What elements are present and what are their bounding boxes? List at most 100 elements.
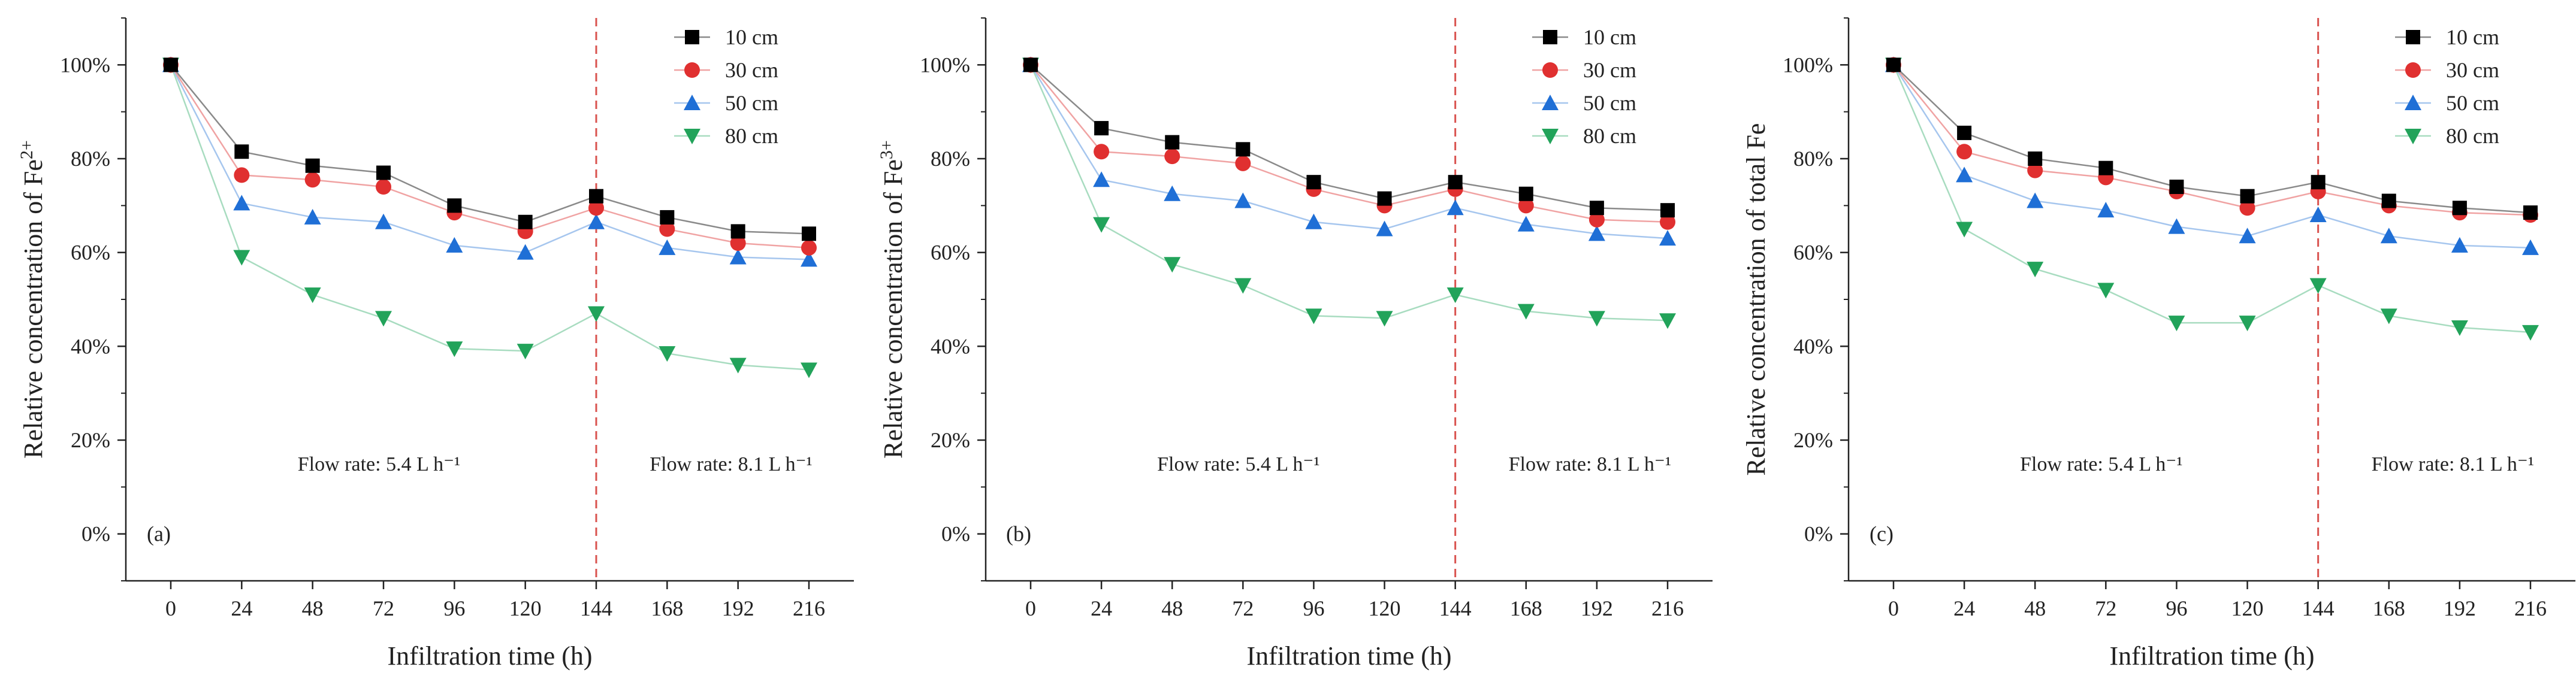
legend-label: 10 cm — [2446, 25, 2499, 49]
x-tick-label: 96 — [443, 596, 465, 620]
data-point-80-cm — [2380, 308, 2397, 325]
x-tick-label: 48 — [302, 596, 324, 620]
data-point-10-cm — [2028, 151, 2043, 166]
data-point-30-cm — [1164, 148, 1180, 165]
x-tick-label: 48 — [2024, 596, 2046, 620]
annotation-flow-rate-1: Flow rate: 5.4 L h⁻¹ — [298, 453, 460, 475]
legend-label: 30 cm — [725, 58, 778, 82]
y-tick-label: 100% — [1783, 53, 1833, 77]
data-point-80-cm — [659, 346, 676, 362]
data-point-50-cm — [1376, 220, 1393, 237]
annotation-flow-rate-1: Flow rate: 5.4 L h⁻¹ — [1157, 453, 1319, 475]
data-point-10-cm — [802, 226, 816, 241]
legend-marker — [2406, 30, 2420, 44]
x-tick-label: 96 — [1303, 596, 1324, 620]
data-point-10-cm — [1094, 121, 1109, 136]
data-point-50-cm — [2097, 202, 2115, 218]
legend-label: 10 cm — [725, 25, 778, 49]
data-point-80-cm — [2097, 283, 2115, 299]
series-line-50-cm — [1029, 64, 1668, 240]
data-point-10-cm — [2098, 160, 2113, 175]
x-tick-label: 72 — [2095, 596, 2116, 620]
x-tick-label: 48 — [1161, 596, 1183, 620]
x-tick-label: 0 — [165, 596, 176, 620]
data-point-80-cm — [517, 344, 534, 360]
x-tick-label: 72 — [373, 596, 394, 620]
legend-marker — [2405, 95, 2421, 110]
data-point-10-cm — [2311, 175, 2326, 190]
data-point-50-cm — [446, 237, 463, 253]
data-point-50-cm — [1659, 230, 1676, 246]
y-tick-label: 0% — [941, 522, 970, 546]
data-point-30-cm — [659, 221, 675, 237]
y-tick-label: 0% — [1804, 522, 1833, 546]
x-tick-label: 192 — [722, 596, 754, 620]
y-tick-label: 20% — [931, 428, 970, 452]
data-point-30-cm — [1518, 198, 1534, 214]
y-tick-label: 60% — [931, 241, 970, 265]
y-tick-label: 0% — [81, 522, 110, 546]
data-point-80-cm — [2309, 278, 2327, 294]
x-tick-label: 120 — [2231, 596, 2264, 620]
data-point-50-cm — [2451, 237, 2468, 253]
data-point-30-cm — [801, 240, 817, 256]
data-point-10-cm — [164, 57, 178, 72]
y-tick-label: 100% — [60, 53, 110, 77]
data-point-80-cm — [233, 250, 250, 266]
series-line-10-cm — [1893, 64, 2531, 214]
y-tick-label: 80% — [71, 147, 110, 171]
x-tick-label: 144 — [580, 596, 612, 620]
data-point-30-cm — [1094, 144, 1110, 160]
series-line-30-cm — [170, 64, 810, 249]
data-point-30-cm — [1589, 211, 1605, 228]
data-point-80-cm — [2168, 316, 2185, 332]
data-point-10-cm — [1306, 175, 1321, 190]
x-axis-title: Infiltration time (h) — [1246, 641, 1451, 671]
x-tick-label: 216 — [2514, 596, 2547, 620]
data-point-10-cm — [589, 189, 603, 204]
y-tick-label: 80% — [1793, 147, 1833, 171]
data-point-50-cm — [1164, 185, 1181, 201]
data-point-10-cm — [1957, 125, 1972, 140]
data-point-50-cm — [1305, 213, 1322, 229]
legend-marker — [1542, 95, 1559, 110]
y-tick-label: 100% — [920, 53, 970, 77]
data-point-50-cm — [659, 239, 676, 255]
x-tick-label: 168 — [2373, 596, 2405, 620]
data-point-80-cm — [801, 362, 817, 378]
data-point-10-cm — [1236, 142, 1251, 157]
data-point-10-cm — [2523, 205, 2538, 220]
x-tick-label: 24 — [231, 596, 252, 620]
series-line-50-cm — [1892, 64, 2531, 249]
data-point-50-cm — [304, 208, 321, 225]
x-tick-label: 216 — [793, 596, 825, 620]
data-point-10-cm — [1448, 175, 1463, 190]
legend-marker — [2405, 129, 2421, 144]
legend-marker — [684, 129, 700, 144]
x-tick-label: 192 — [2444, 596, 2476, 620]
data-point-50-cm — [588, 213, 605, 229]
data-point-80-cm — [729, 357, 747, 374]
data-point-10-cm — [660, 210, 675, 225]
data-point-80-cm — [2239, 316, 2256, 332]
chart-panel-c: 0% 20% 40% 60% 80% 100% 0 24 48 72 96 120 144 168 192 2… — [1741, 17, 2575, 671]
data-point-50-cm — [1446, 199, 1464, 216]
y-axis-title-superscript: 3+ — [877, 140, 896, 159]
data-point-30-cm — [234, 167, 250, 183]
data-point-50-cm — [1234, 192, 1252, 208]
x-axis-title: Infiltration time (h) — [387, 641, 592, 671]
data-point-50-cm — [2309, 207, 2327, 222]
x-tick-label: 192 — [1581, 596, 1613, 620]
data-point-50-cm — [1093, 171, 1110, 187]
chart-panel-a: 0% 20% 40% 60% 80% 100% 0 24 48 72 96 120 144 168 192 2… — [17, 17, 854, 671]
x-tick-label: 216 — [1651, 596, 1684, 620]
data-point-80-cm — [1305, 308, 1322, 325]
data-point-10-cm — [2381, 193, 2396, 208]
data-point-10-cm — [730, 224, 745, 239]
y-tick-label: 80% — [931, 147, 970, 171]
data-point-10-cm — [1589, 201, 1604, 216]
annotation-flow-rate-2: Flow rate: 8.1 L h⁻¹ — [650, 453, 812, 475]
y-axis-title-main: Relative concentration of total Fe — [1741, 123, 1771, 476]
series-line-50-cm — [170, 64, 810, 260]
y-tick-label: 40% — [1793, 334, 1833, 358]
